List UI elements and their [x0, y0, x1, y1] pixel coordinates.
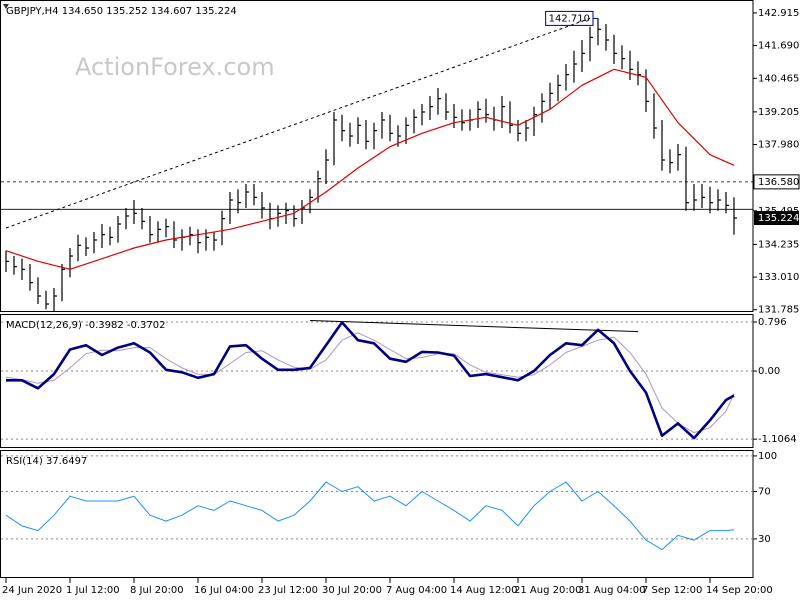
- x-tick-label: 7 Sep 12:00: [642, 585, 702, 596]
- y-tick-label: 141.690: [758, 41, 799, 52]
- y-tick-label: 131.785: [758, 305, 799, 316]
- last-price-box: [754, 211, 799, 226]
- moving-average: [5, 68, 735, 270]
- y-tick-label: 140.465: [758, 73, 799, 84]
- last-price-label: 135.224: [758, 213, 799, 224]
- panel-title: RSI(14) 37.6497: [6, 456, 87, 467]
- y-tick-label: -1.1064: [758, 434, 797, 445]
- trendline: [5, 17, 591, 229]
- x-tick-label: 16 Jul 04:00: [194, 585, 254, 596]
- panel-title: MACD(12,26,9) -0.3982 -0.3702: [6, 320, 166, 331]
- x-tick-label: 21 Aug 20:00: [514, 585, 581, 596]
- x-tick-label: 7 Aug 04:00: [386, 585, 447, 596]
- x-tick-label: 1 Jul 12:00: [66, 585, 120, 596]
- watermark: ActionForex.com: [75, 53, 275, 81]
- y-tick-box: [753, 174, 800, 190]
- panel-frame: [0, 450, 754, 578]
- x-tick-label: 31 Aug 04:00: [578, 585, 645, 596]
- panel-frame: [0, 0, 754, 312]
- y-tick-label: 0.00: [758, 366, 780, 377]
- y-tick-label: 142.915: [758, 8, 799, 19]
- panel-frame: [0, 314, 754, 448]
- y-tick-label: 70: [758, 486, 771, 497]
- y-tick-label: 134.235: [758, 239, 799, 250]
- x-tick-label: 24 Jun 2020: [2, 585, 62, 596]
- indicator-line: [5, 481, 735, 551]
- y-tick-label: 30: [758, 534, 771, 545]
- x-tick-label: 30 Jul 20:00: [322, 585, 382, 596]
- panel-title: GBPJPY,H4 134.650 135.252 134.607 135.22…: [6, 6, 237, 17]
- x-tick-label: 23 Jul 12:00: [258, 585, 318, 596]
- indicator-line: [6, 321, 735, 440]
- y-tick-label: 133.010: [758, 272, 799, 283]
- y-tick-label: 100: [758, 451, 777, 462]
- collapse-icon: [3, 4, 9, 9]
- y-tick-label: 137.980: [758, 140, 799, 151]
- x-tick-label: 14 Sep 20:00: [706, 585, 773, 596]
- y-tick-label: 0.796: [758, 317, 787, 328]
- trendline: [309, 320, 639, 333]
- x-tick-label: 8 Jul 20:00: [130, 585, 184, 596]
- y-tick-label: 139.205: [758, 107, 799, 118]
- x-tick-label: 14 Aug 12:00: [450, 585, 517, 596]
- annotation: 142.710: [549, 13, 590, 24]
- y-tick-label: 136.580: [758, 177, 799, 188]
- indicator-line: [5, 332, 735, 434]
